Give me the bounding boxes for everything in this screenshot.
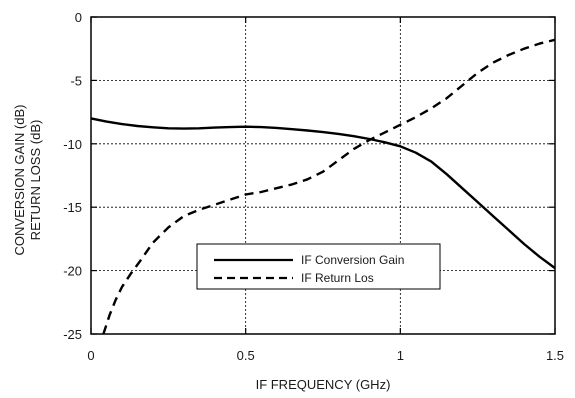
y-tick-label-4: -20	[63, 264, 82, 279]
legend-label-return-loss: IF Return Los	[301, 271, 374, 285]
y-tick-label-0: 0	[75, 10, 82, 25]
legend-label-gain: IF Conversion Gain	[301, 253, 404, 267]
y-tick-label-2: -10	[63, 137, 82, 152]
x-tick-labels: 0 0.5 1 1.5	[87, 348, 564, 363]
y-tick-label-5: -25	[63, 327, 82, 342]
ticks	[90, 16, 556, 335]
x-axis-title: IF FREQUENCY (GHz)	[256, 377, 391, 392]
y-axis-title-line-2: RETURN LOSS (dB)	[28, 120, 43, 241]
legend-box	[196, 243, 441, 290]
y-tick-label-3: -15	[63, 200, 82, 215]
legend: IF Conversion Gain IF Return Los	[196, 243, 441, 290]
plot-frame	[90, 16, 556, 335]
y-tick-label-1: -5	[70, 73, 82, 88]
series-line-1	[102, 38, 556, 335]
y-tick-labels: 0 -5 -10 -15 -20 -25	[63, 10, 82, 342]
series-layer	[90, 38, 556, 335]
x-tick-label-1: 0.5	[237, 348, 255, 363]
series-line-0	[90, 117, 556, 270]
y-axis-title: CONVERSION GAIN (dB) RETURN LOSS (dB)	[12, 105, 43, 256]
x-tick-label-0: 0	[87, 348, 94, 363]
y-axis-title-line-1: CONVERSION GAIN (dB)	[12, 105, 27, 256]
x-tick-label-2: 1	[397, 348, 404, 363]
x-tick-label-3: 1.5	[546, 348, 564, 363]
